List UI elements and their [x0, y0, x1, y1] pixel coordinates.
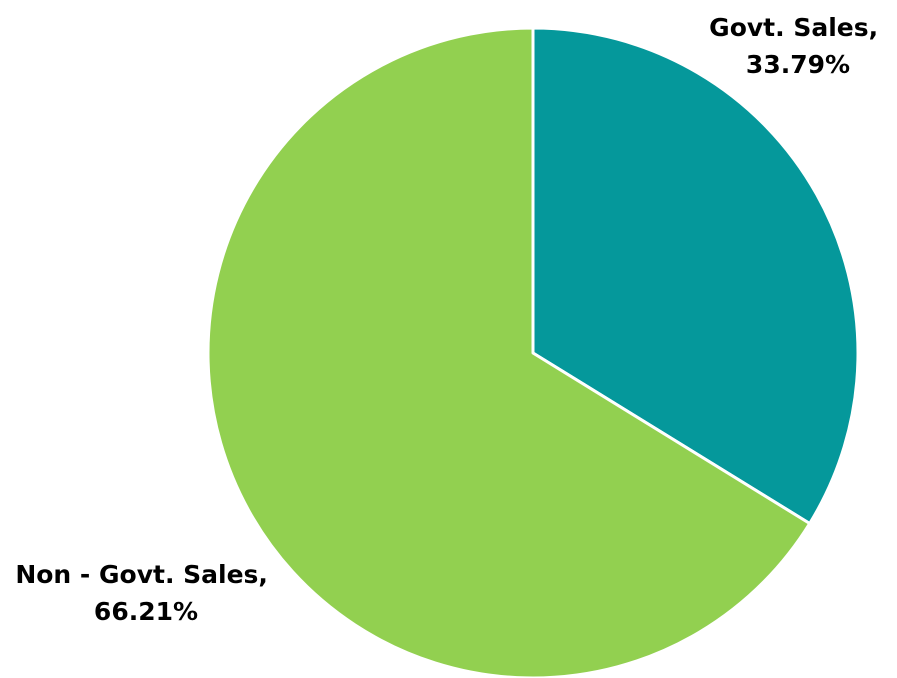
data-label-govt-sales-name: Govt. Sales, — [709, 13, 878, 42]
pie-slice-non-govt-sales — [206, 26, 812, 678]
data-label-govt-sales-value: 33.79% — [746, 50, 850, 79]
data-label-non-govt-sales-value: 66.21% — [94, 597, 198, 626]
pie-slice-govt-sales — [531, 26, 860, 526]
data-label-non-govt-sales-name: Non - Govt. Sales, — [15, 560, 268, 589]
data-label-non-govt-sales: Non - Govt. Sales, 66.21% — [15, 560, 276, 626]
pie-slices — [206, 26, 860, 678]
data-label-govt-sales: Govt. Sales, 33.79% — [709, 13, 887, 79]
